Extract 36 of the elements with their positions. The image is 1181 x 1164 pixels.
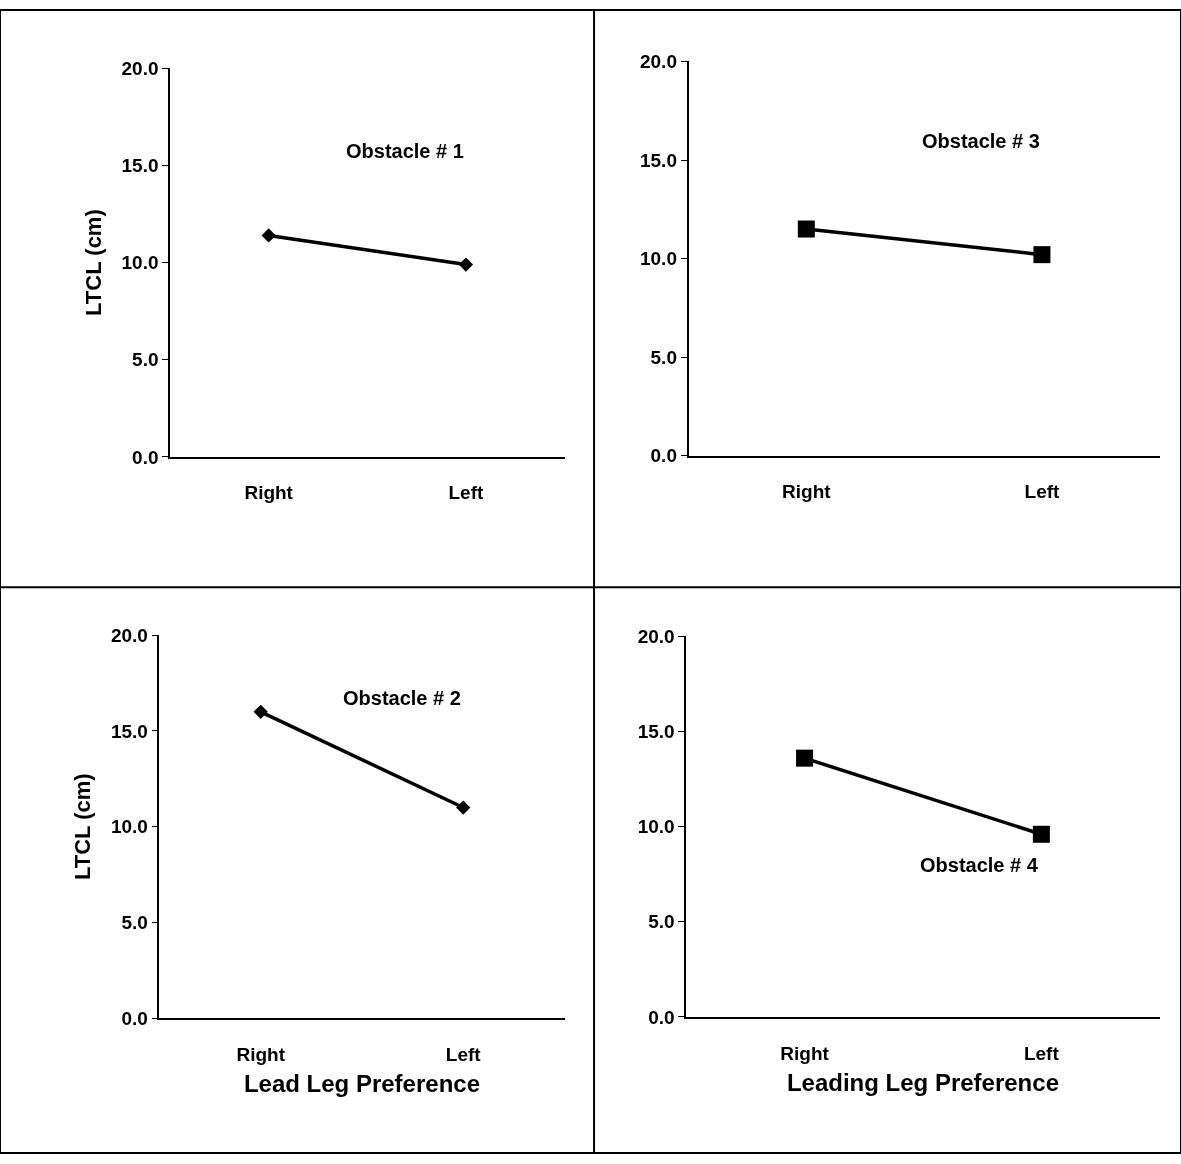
y-tick-label: 5.0 (648, 911, 675, 933)
x-tick-label: Right (236, 1043, 286, 1065)
y-tick-label: 20.0 (639, 51, 677, 73)
y-tick-label: 0.0 (132, 446, 159, 468)
x-tick-label: Right (780, 1042, 830, 1064)
y-tick-label: 0.0 (121, 1007, 148, 1029)
x-tick-label: Right (782, 481, 832, 503)
x-axis-title: Lead Leg Preference (243, 1070, 481, 1098)
x-tick-label: Left (448, 482, 484, 504)
y-tick-label: 15.0 (637, 721, 675, 743)
y-tick-label: 10.0 (637, 816, 675, 838)
annotation: Obstacle # 3 (922, 130, 1040, 152)
y-tick-label: 10.0 (121, 252, 159, 274)
y-tick-label: 20.0 (637, 626, 675, 648)
x-tick-label: Right (244, 482, 294, 504)
y-tick-label: 5.0 (650, 346, 677, 368)
annotation: Obstacle # 2 (343, 687, 461, 709)
y-tick-label: 0.0 (650, 445, 677, 467)
y-axis-title: LTCL (cm) (70, 773, 96, 881)
y-tick-label: 20.0 (110, 624, 148, 646)
x-tick-label: Left (445, 1043, 482, 1065)
y-tick-label: 5.0 (121, 912, 148, 934)
x-tick-label: Left (1023, 1042, 1060, 1064)
y-tick-label: 15.0 (639, 149, 677, 171)
y-tick-label: 15.0 (121, 155, 159, 177)
y-axis-title: LTCL (cm) (80, 209, 106, 316)
y-tick-label: 15.0 (110, 720, 148, 742)
annotation: Obstacle # 1 (346, 140, 464, 162)
x-tick-label: Left (1024, 481, 1061, 503)
y-tick-label: 10.0 (110, 816, 148, 838)
y-tick-label: 10.0 (639, 248, 677, 270)
y-tick-label: 5.0 (132, 349, 159, 371)
x-axis-title: Leading Leg Preference (786, 1069, 1059, 1097)
y-tick-label: 0.0 (648, 1006, 675, 1028)
annotation: Obstacle # 4 (920, 854, 1039, 876)
y-tick-label: 20.0 (121, 57, 159, 79)
